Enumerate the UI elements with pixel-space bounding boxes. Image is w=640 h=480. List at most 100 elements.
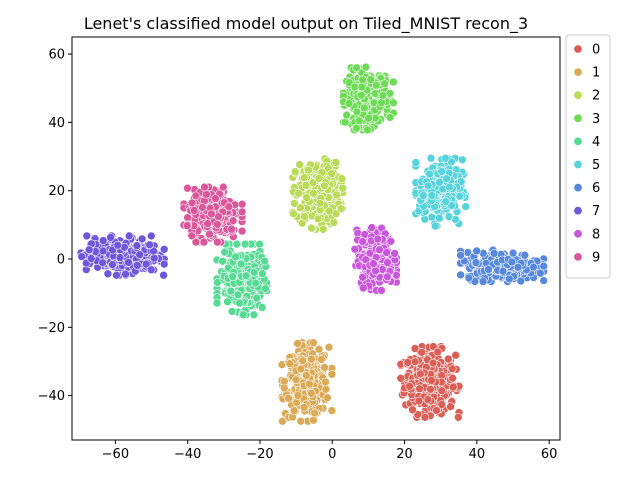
point-class-0: [447, 364, 457, 374]
point-class-3: [380, 79, 390, 88]
point-class-4: [226, 286, 236, 296]
series-0: [396, 342, 464, 422]
point-class-4: [251, 278, 260, 288]
point-class-2: [295, 160, 305, 169]
point-class-0: [420, 412, 430, 422]
point-class-4: [240, 239, 250, 249]
point-class-1: [296, 364, 306, 374]
point-class-8: [371, 266, 380, 276]
point-class-1: [317, 355, 326, 364]
point-class-9: [211, 194, 220, 203]
point-class-9: [187, 198, 197, 208]
point-class-7: [145, 240, 154, 250]
point-class-2: [296, 203, 305, 212]
point-class-3: [352, 63, 361, 73]
point-class-0: [426, 384, 435, 394]
legend-marker-8: [573, 229, 583, 239]
point-class-7: [82, 231, 92, 241]
point-class-4: [223, 297, 232, 307]
point-class-2: [290, 199, 299, 208]
point-class-7: [103, 269, 113, 279]
point-class-4: [261, 284, 270, 293]
point-class-1: [293, 391, 303, 400]
point-class-9: [182, 221, 192, 230]
point-class-6: [456, 270, 465, 280]
point-class-1: [310, 408, 320, 418]
point-class-4: [228, 272, 237, 281]
point-class-3: [377, 98, 386, 107]
point-class-4: [233, 290, 243, 300]
point-class-6: [516, 276, 526, 286]
point-class-2: [290, 167, 300, 176]
point-class-0: [437, 400, 447, 409]
series-7: [76, 231, 169, 280]
point-class-6: [529, 262, 538, 272]
legend-marker-6: [573, 183, 583, 193]
point-class-1: [293, 339, 302, 348]
point-class-6: [471, 258, 481, 267]
point-class-7: [86, 254, 96, 263]
y-tick-label: −40: [38, 389, 65, 404]
legend-label-3: 3: [592, 112, 600, 127]
point-class-3: [352, 107, 362, 117]
point-class-9: [202, 189, 211, 199]
point-class-0: [451, 350, 461, 360]
point-class-8: [367, 223, 377, 232]
point-class-1: [301, 371, 311, 380]
point-class-0: [415, 384, 424, 394]
point-class-5: [411, 158, 421, 167]
point-class-1: [305, 379, 314, 389]
point-class-1: [296, 416, 306, 426]
legend-label-2: 2: [592, 89, 600, 104]
point-class-9: [237, 199, 247, 209]
point-class-1: [284, 393, 293, 403]
point-class-9: [237, 207, 247, 217]
point-class-8: [358, 237, 368, 246]
legend-marker-9: [573, 252, 583, 262]
point-class-2: [289, 209, 298, 219]
point-class-1: [320, 363, 329, 372]
point-class-9: [205, 229, 214, 239]
point-class-0: [405, 381, 414, 391]
point-class-2: [324, 206, 334, 216]
point-class-9: [189, 206, 199, 215]
point-class-4: [236, 259, 246, 269]
point-class-4: [212, 298, 222, 308]
point-class-4: [232, 239, 242, 249]
point-class-2: [320, 181, 329, 191]
point-class-7: [159, 270, 168, 280]
point-class-9: [200, 182, 209, 192]
point-class-1: [327, 369, 337, 379]
point-class-8: [392, 270, 401, 280]
point-class-7: [112, 270, 121, 280]
point-class-5: [418, 191, 428, 200]
point-class-7: [147, 231, 156, 241]
legend-marker-0: [573, 44, 583, 54]
point-class-2: [327, 169, 336, 178]
point-class-4: [241, 271, 251, 281]
point-class-4: [260, 256, 270, 266]
legend-frame: [565, 34, 611, 279]
point-class-8: [390, 249, 400, 258]
point-class-1: [323, 393, 332, 403]
legend-marker-1: [573, 67, 583, 77]
point-class-3: [378, 91, 388, 100]
series-3: [339, 62, 398, 135]
point-class-2: [294, 189, 303, 198]
point-class-3: [340, 117, 350, 127]
point-class-3: [364, 113, 373, 123]
point-class-3: [356, 91, 366, 100]
point-class-4: [227, 307, 237, 316]
point-class-1: [307, 354, 316, 364]
point-class-1: [298, 356, 308, 366]
point-class-5: [445, 182, 454, 192]
point-class-0: [414, 396, 424, 406]
point-class-3: [352, 123, 361, 133]
point-class-5: [455, 192, 465, 201]
point-class-1: [291, 375, 301, 385]
point-class-3: [354, 116, 364, 126]
point-class-9: [213, 237, 222, 247]
axes-frame: [71, 36, 561, 441]
series-2: [288, 154, 348, 234]
